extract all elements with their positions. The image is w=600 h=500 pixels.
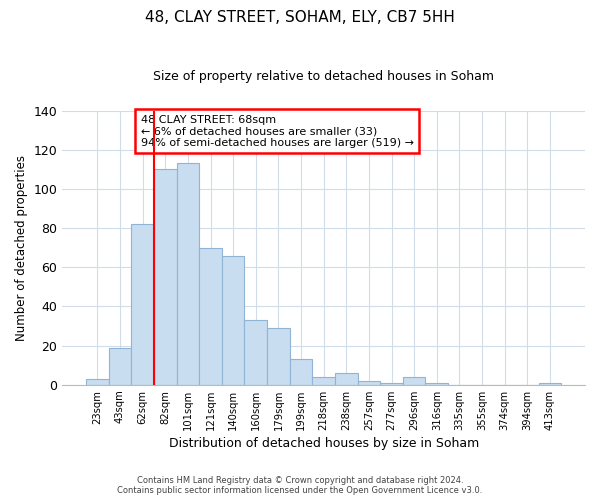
Text: 48, CLAY STREET, SOHAM, ELY, CB7 5HH: 48, CLAY STREET, SOHAM, ELY, CB7 5HH [145, 10, 455, 25]
Bar [109, 348, 131, 385]
Text: Contains HM Land Registry data © Crown copyright and database right 2024.
Contai: Contains HM Land Registry data © Crown c… [118, 476, 482, 495]
Bar [199, 248, 222, 385]
Bar [222, 256, 244, 385]
Bar [290, 360, 313, 385]
Bar [539, 383, 561, 385]
Title: Size of property relative to detached houses in Soham: Size of property relative to detached ho… [153, 70, 494, 83]
Bar [425, 383, 448, 385]
X-axis label: Distribution of detached houses by size in Soham: Distribution of detached houses by size … [169, 437, 479, 450]
Y-axis label: Number of detached properties: Number of detached properties [15, 154, 28, 340]
Bar [358, 381, 380, 385]
Bar [244, 320, 267, 385]
Bar [313, 377, 335, 385]
Bar [86, 379, 109, 385]
Bar [131, 224, 154, 385]
Bar [403, 377, 425, 385]
Bar [154, 170, 176, 385]
Bar [335, 373, 358, 385]
Text: 48 CLAY STREET: 68sqm
← 6% of detached houses are smaller (33)
94% of semi-detac: 48 CLAY STREET: 68sqm ← 6% of detached h… [140, 114, 413, 148]
Bar [267, 328, 290, 385]
Bar [380, 383, 403, 385]
Bar [176, 164, 199, 385]
